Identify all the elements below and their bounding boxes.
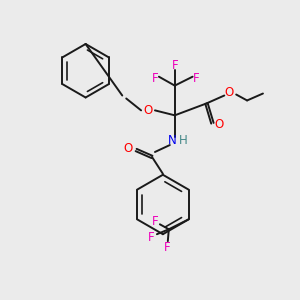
Text: F: F (152, 215, 158, 228)
Text: O: O (225, 86, 234, 99)
Text: O: O (143, 104, 153, 117)
Text: F: F (172, 59, 178, 72)
Text: H: H (179, 134, 188, 147)
Text: F: F (164, 241, 170, 254)
Text: F: F (193, 72, 200, 85)
Text: O: O (124, 142, 133, 154)
Text: F: F (148, 231, 154, 244)
Text: F: F (152, 72, 158, 85)
Text: N: N (167, 134, 176, 147)
Text: O: O (215, 118, 224, 131)
